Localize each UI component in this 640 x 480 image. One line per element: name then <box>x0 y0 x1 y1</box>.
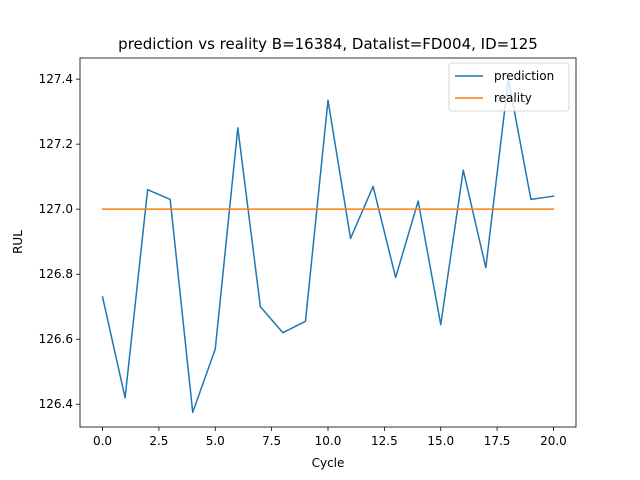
series-layer <box>101 78 555 414</box>
y-axis-label: RUL <box>11 230 25 254</box>
y-tick-label: 126.4 <box>39 397 73 411</box>
legend-label-reality: reality <box>494 91 532 105</box>
x-tick-label: 2.5 <box>149 434 168 448</box>
x-tick-label: 10.0 <box>315 434 342 448</box>
legend-frame <box>448 62 570 112</box>
y-tick-label: 126.8 <box>39 267 73 281</box>
x-tick-label: 0.0 <box>93 434 112 448</box>
x-tick-label: 12.5 <box>371 434 398 448</box>
legend: prediction reality <box>448 62 570 112</box>
x-axis: 0.0 2.5 5.0 7.5 10.0 12.5 15.0 17.5 20.0 <box>93 427 567 448</box>
y-tick-label: 127.2 <box>39 137 73 151</box>
x-tick-label: 20.0 <box>540 434 567 448</box>
y-tick-label: 127.0 <box>39 202 73 216</box>
x-axis-label: Cycle <box>312 456 345 470</box>
legend-label-prediction: prediction <box>494 69 554 83</box>
x-tick-label: 15.0 <box>427 434 454 448</box>
y-axis: 126.4 126.6 126.8 127.0 127.2 127.4 <box>39 72 80 411</box>
x-tick-label: 17.5 <box>484 434 511 448</box>
y-tick-label: 126.6 <box>39 332 73 346</box>
chart-title: prediction vs reality B=16384, Datalist=… <box>118 35 538 53</box>
x-tick-label: 7.5 <box>262 434 281 448</box>
x-tick-label: 5.0 <box>206 434 225 448</box>
y-tick-label: 127.4 <box>39 72 73 86</box>
series-line-prediction <box>101 78 555 414</box>
